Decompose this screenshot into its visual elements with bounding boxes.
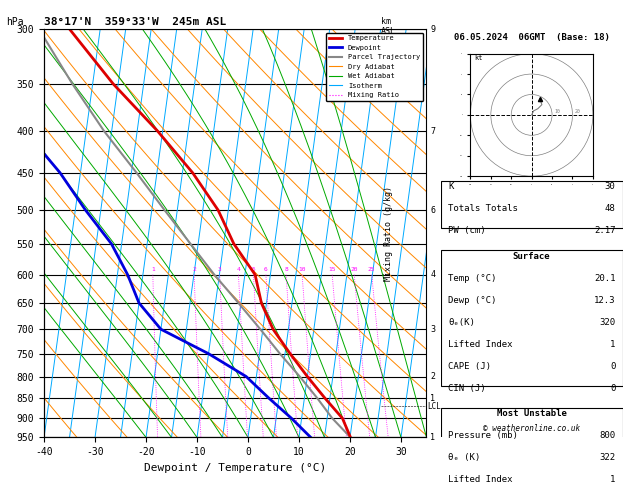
Text: CIN (J): CIN (J)	[448, 384, 486, 393]
Text: Totals Totals: Totals Totals	[448, 204, 518, 213]
Text: 25: 25	[368, 267, 376, 272]
Text: 30: 30	[604, 182, 615, 191]
Bar	[440, 181, 623, 228]
Text: Lifted Index: Lifted Index	[448, 340, 513, 349]
Text: θₑ(K): θₑ(K)	[448, 318, 475, 327]
Text: 322: 322	[599, 453, 615, 462]
Bar	[440, 408, 623, 486]
Text: 2.17: 2.17	[594, 226, 615, 235]
Text: 3: 3	[430, 325, 435, 334]
Text: Temp (°C): Temp (°C)	[448, 274, 496, 283]
Text: 4: 4	[237, 267, 240, 272]
Text: 800: 800	[599, 431, 615, 440]
Text: LCL: LCL	[427, 402, 441, 411]
Text: 9: 9	[430, 25, 435, 34]
Text: 1: 1	[610, 340, 615, 349]
Text: 12.3: 12.3	[594, 296, 615, 305]
X-axis label: Dewpoint / Temperature (°C): Dewpoint / Temperature (°C)	[144, 463, 326, 473]
Text: Lifted Index: Lifted Index	[448, 475, 513, 485]
Text: 4: 4	[430, 270, 435, 279]
Text: 20: 20	[350, 267, 358, 272]
Text: 6: 6	[264, 267, 268, 272]
Text: Dewp (°C): Dewp (°C)	[448, 296, 496, 305]
Text: CAPE (J): CAPE (J)	[448, 362, 491, 371]
Text: 2: 2	[192, 267, 196, 272]
Text: 1: 1	[151, 267, 155, 272]
Text: Mixing Ratio (g/kg): Mixing Ratio (g/kg)	[384, 186, 392, 281]
Text: 1: 1	[430, 433, 435, 442]
Text: 320: 320	[599, 318, 615, 327]
Legend: Temperature, Dewpoint, Parcel Trajectory, Dry Adiabat, Wet Adiabat, Isotherm, Mi: Temperature, Dewpoint, Parcel Trajectory…	[326, 33, 423, 101]
Text: 10: 10	[298, 267, 306, 272]
Text: Pressure (mb): Pressure (mb)	[448, 431, 518, 440]
Text: 0: 0	[610, 384, 615, 393]
Text: 6: 6	[430, 206, 435, 215]
Text: 20.1: 20.1	[594, 274, 615, 283]
Bar	[440, 250, 623, 385]
Text: θₑ (K): θₑ (K)	[448, 453, 480, 462]
Text: PW (cm): PW (cm)	[448, 226, 486, 235]
Text: 5: 5	[252, 267, 255, 272]
Text: K: K	[448, 182, 454, 191]
Text: 1: 1	[610, 475, 615, 485]
Text: © weatheronline.co.uk: © weatheronline.co.uk	[483, 424, 580, 434]
Text: 0: 0	[610, 362, 615, 371]
Text: 7: 7	[430, 126, 435, 136]
Text: 48: 48	[604, 204, 615, 213]
Text: 15: 15	[328, 267, 336, 272]
Text: Most Unstable: Most Unstable	[497, 409, 567, 418]
Text: 2: 2	[430, 372, 435, 381]
Text: hPa: hPa	[6, 17, 24, 27]
Text: 38°17'N  359°33'W  245m ASL: 38°17'N 359°33'W 245m ASL	[44, 17, 226, 27]
Text: km
ASL: km ASL	[381, 17, 396, 36]
Text: 06.05.2024  06GMT  (Base: 18): 06.05.2024 06GMT (Base: 18)	[454, 33, 610, 42]
Text: 8: 8	[284, 267, 288, 272]
Text: Surface: Surface	[513, 252, 550, 260]
Text: 1: 1	[430, 394, 435, 402]
Text: 3: 3	[218, 267, 221, 272]
